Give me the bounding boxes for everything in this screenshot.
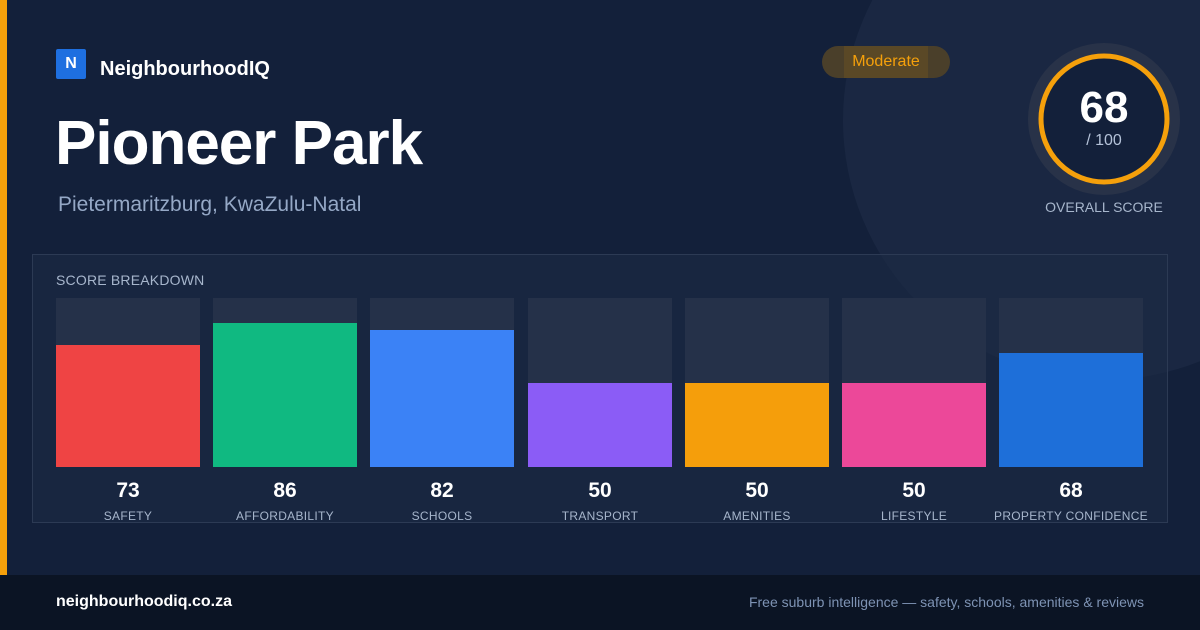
bar-value: 50: [745, 479, 769, 502]
bar-fill: [842, 383, 986, 467]
brand-logo-icon: N: [56, 48, 86, 79]
score-bar-amenities: 50 AMENITIES: [685, 298, 829, 523]
rating-badge: Moderate: [822, 46, 950, 78]
score-bar-schools: 82 SCHOOLS: [370, 298, 514, 523]
suburb-location: Pietermaritzburg, KwaZulu-Natal: [58, 193, 362, 216]
score-breakdown-label: SCORE BREAKDOWN: [56, 272, 205, 288]
overall-score-label: OVERALL SCORE: [1045, 199, 1163, 215]
score-ring-progress: [1038, 53, 1170, 185]
overall-score-max: / 100: [1086, 132, 1122, 149]
score-bar-safety: 73 SAFETY: [56, 298, 200, 523]
score-bar-transport: 50 TRANSPORT: [528, 298, 672, 523]
bar-value: 73: [116, 479, 140, 502]
overall-score-ring: [1028, 43, 1180, 195]
bar-track: [842, 298, 986, 467]
bar-fill: [999, 353, 1143, 467]
bar-value: 50: [588, 479, 612, 502]
bar-label: AFFORDABILITY: [236, 509, 334, 523]
bar-label: PROPERTY CONFIDENCE: [994, 509, 1148, 523]
bar-fill: [56, 345, 200, 467]
bar-track: [528, 298, 672, 467]
bar-track: [685, 298, 829, 467]
footer-url[interactable]: neighbourhoodiq.co.za: [56, 593, 232, 610]
accent-bar: [0, 0, 7, 575]
bar-value: 86: [273, 479, 297, 502]
footer: neighbourhoodiq.co.za Free suburb intell…: [0, 575, 1200, 630]
bar-label: SAFETY: [103, 509, 153, 523]
share-card: N NeighbourhoodIQ Pioneer Park Pietermar…: [0, 0, 1180, 575]
brand: N NeighbourhoodIQ: [56, 46, 270, 81]
bar-fill: [370, 330, 514, 467]
brand-name: NeighbourhoodIQ: [100, 58, 270, 80]
bar-label: LIFESTYLE: [880, 509, 948, 523]
score-breakdown-panel: SCORE BREAKDOWN 73 SAFETY 86 AFFORDABILITY 8…: [32, 254, 1168, 523]
score-bar-affordability: 86 AFFORDABILITY: [213, 298, 357, 523]
bar-label: SCHOOLS: [411, 509, 473, 523]
suburb-title: Pioneer Park: [55, 109, 423, 178]
bar-value: 50: [902, 479, 926, 502]
overall-score-value: 68: [1079, 83, 1129, 132]
bar-track: [370, 298, 514, 467]
score-bar-property-confidence: 68 PROPERTY CONFIDENCE: [994, 298, 1148, 523]
bar-fill: [528, 383, 672, 467]
bar-fill: [685, 383, 829, 467]
bar-value: 82: [430, 479, 454, 502]
bar-label: TRANSPORT: [561, 509, 639, 523]
bar-track: [213, 298, 357, 467]
bar-label: AMENITIES: [723, 509, 791, 523]
rating-badge-label: Moderate: [852, 53, 920, 70]
footer-tagline: Free suburb intelligence — safety, schoo…: [748, 594, 1144, 610]
score-bar-lifestyle: 50 LIFESTYLE: [842, 298, 986, 523]
bar-fill: [213, 323, 357, 467]
bar-value: 68: [1059, 479, 1083, 502]
score-ring-inner: [1041, 56, 1167, 182]
bar-track: [56, 298, 200, 467]
bar-track: [999, 298, 1143, 467]
